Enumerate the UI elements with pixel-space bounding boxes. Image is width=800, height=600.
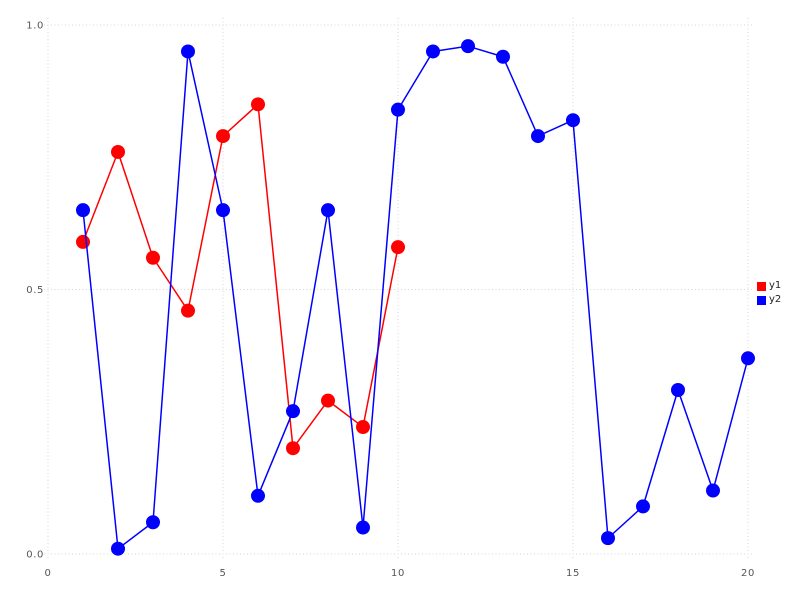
data-point-y2 [636, 499, 650, 514]
data-point-y2 [671, 383, 685, 398]
data-point-y2 [531, 129, 545, 144]
data-point-y2 [286, 404, 300, 419]
legend-label-y2: y2 [769, 294, 782, 305]
data-point-y2 [146, 515, 160, 530]
data-point-y2 [706, 483, 720, 498]
data-point-y2 [111, 541, 125, 556]
data-point-y2 [251, 488, 265, 503]
data-point-y1 [321, 393, 335, 408]
y-tick-label: 1.0 [26, 21, 44, 32]
data-point-y2 [496, 49, 510, 64]
data-point-y1 [146, 250, 160, 265]
legend-item-y2: y2 [757, 294, 781, 306]
data-point-y2 [216, 203, 230, 218]
x-tick-label: 5 [220, 568, 227, 579]
x-tick-label: 15 [566, 568, 580, 579]
data-point-y2 [356, 520, 370, 535]
data-point-y2 [741, 351, 755, 366]
data-point-y2 [461, 39, 475, 54]
data-point-y2 [566, 113, 580, 128]
series-line-y1 [82, 103, 399, 449]
data-point-y1 [216, 129, 230, 144]
data-point-y2 [181, 44, 195, 59]
data-point-y2 [601, 531, 615, 546]
legend-label-y1: y1 [769, 280, 782, 291]
y-tick-label: 0.5 [26, 285, 44, 296]
x-tick-label: 10 [391, 568, 405, 579]
chart-legend: y1 y2 [757, 280, 781, 306]
data-point-y1 [76, 234, 90, 249]
y-tick-label: 0.0 [26, 550, 44, 561]
data-point-y2 [391, 102, 405, 117]
data-point-y1 [286, 441, 300, 456]
data-point-y2 [321, 203, 335, 218]
series-line-y2 [82, 45, 749, 550]
data-point-y1 [111, 144, 125, 159]
legend-swatch-y2-icon [757, 295, 766, 305]
legend-item-y1: y1 [757, 280, 781, 292]
data-point-y2 [76, 203, 90, 218]
data-point-y1 [356, 420, 370, 435]
data-point-y1 [181, 303, 195, 318]
data-point-y1 [391, 240, 405, 255]
data-point-y1 [251, 97, 265, 112]
legend-swatch-y1-icon [757, 281, 766, 291]
x-tick-label: 20 [741, 568, 755, 579]
data-point-y2 [426, 44, 440, 59]
x-tick-label: 0 [45, 568, 52, 579]
